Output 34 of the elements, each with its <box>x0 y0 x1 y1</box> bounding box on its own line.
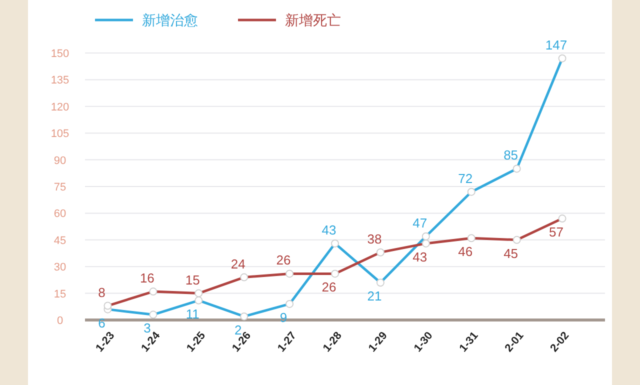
y-tick-label: 15 <box>54 288 66 300</box>
data-label: 43 <box>322 222 336 238</box>
y-tick-label: 60 <box>54 208 66 220</box>
data-label: 11 <box>186 306 200 322</box>
y-tick-label: 75 <box>54 182 66 194</box>
data-label: 47 <box>412 215 428 230</box>
y-tick-label: 135 <box>50 74 70 87</box>
data-label: 85 <box>504 148 518 163</box>
data-label: 24 <box>230 256 246 272</box>
data-label: 46 <box>458 244 473 260</box>
data-label: 57 <box>549 224 564 240</box>
legend-label: 新增死亡 <box>285 12 341 28</box>
y-tick-label: 120 <box>50 101 70 114</box>
y-tick-label: 90 <box>54 154 66 167</box>
data-label: 8 <box>98 284 106 300</box>
y-tick-label: 30 <box>54 262 66 274</box>
data-label: 43 <box>412 249 428 264</box>
legend-label: 新增治愈 <box>142 12 198 28</box>
data-label: 147 <box>545 37 568 52</box>
data-label: 16 <box>140 270 154 286</box>
data-label: 21 <box>367 288 382 304</box>
data-label: 9 <box>280 310 288 325</box>
y-tick-label: 105 <box>50 128 70 140</box>
data-label: 6 <box>98 315 106 330</box>
data-label: 15 <box>185 272 200 288</box>
y-tick-label: 0 <box>56 315 64 327</box>
data-label: 26 <box>322 280 336 295</box>
data-label: 26 <box>276 252 291 268</box>
data-label: 38 <box>367 231 382 246</box>
data-label: 45 <box>504 246 518 261</box>
y-tick-label: 45 <box>54 234 66 247</box>
data-label: 72 <box>458 170 473 186</box>
data-label: 3 <box>144 320 151 336</box>
y-tick-label: 150 <box>50 48 70 60</box>
